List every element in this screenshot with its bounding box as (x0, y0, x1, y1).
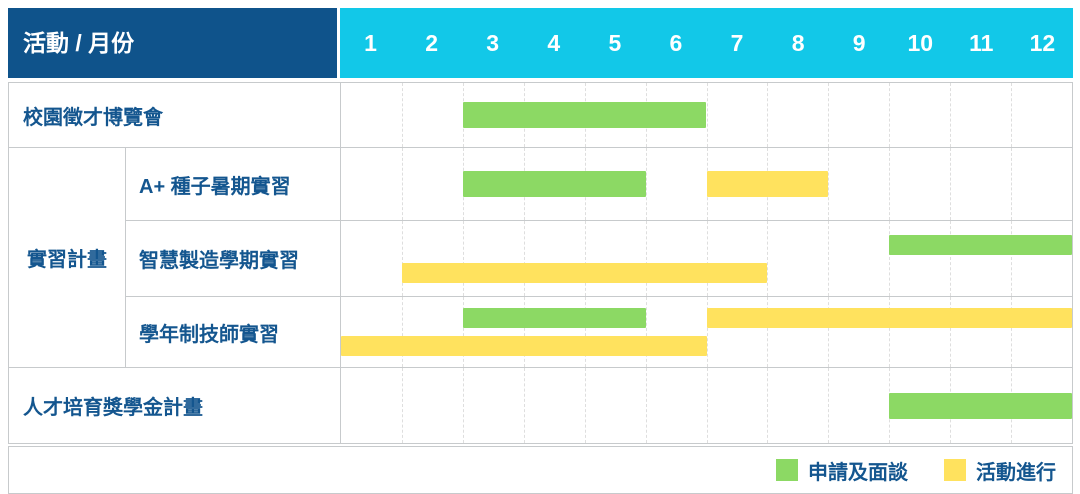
month-gridline (523, 221, 525, 296)
month-gridline (950, 297, 952, 367)
row-label: 智慧製造學期實習 (126, 221, 341, 297)
legend-label: 活動進行 (976, 461, 1056, 484)
month-label: 4 (547, 29, 561, 56)
header-row: 活動 / 月份 1 2 3 4 5 6 7 8 9 10 11 12 (8, 8, 1073, 78)
row-label: A+ 種子暑期實習 (126, 148, 341, 221)
month-gridline (462, 221, 464, 296)
chart-row (341, 83, 1072, 148)
month-gridline (584, 221, 586, 296)
month-gridline (767, 221, 769, 296)
month-gridline (462, 368, 464, 443)
month-gridline (1011, 148, 1013, 220)
gantt-bar-activity (401, 262, 768, 283)
month-gridline (1011, 83, 1013, 147)
row-label: 校園徵才博覽會 (9, 83, 341, 148)
month-gridline (706, 297, 708, 367)
month-gridline (828, 83, 830, 147)
month-gridline (706, 221, 708, 296)
month-gridline (706, 368, 708, 443)
month-label: 7 (730, 29, 744, 56)
month-label: 3 (486, 29, 500, 56)
month-label: 5 (608, 29, 622, 56)
month-gridline (767, 368, 769, 443)
month-label: 1 (364, 29, 377, 56)
month-gridline (645, 368, 647, 443)
month-label: 9 (852, 29, 866, 56)
legend-label: 申請及面談 (808, 461, 908, 484)
month-label: 2 (425, 29, 439, 56)
gantt-bar-apply (889, 392, 1072, 419)
month-gridline (401, 83, 403, 147)
gantt-body: 實習計畫 校園徵才博覽會 A+ 種子暑期實習 智慧製造學期實習 學年制技師實習 人才培育獎… (8, 82, 1073, 444)
gantt-bar-activity (341, 336, 707, 356)
month-gridline (645, 148, 647, 220)
month-gridline (889, 83, 891, 147)
month-label: 11 (969, 29, 994, 56)
month-gridline (401, 221, 403, 296)
row-label: 人才培育獎學金計畫 (9, 368, 341, 443)
legend-row: 申請及面談 活動進行 (8, 446, 1073, 494)
chart-row (341, 148, 1072, 221)
month-gridline (645, 221, 647, 296)
month-gridline (828, 148, 830, 220)
month-gridline (1011, 221, 1013, 296)
month-gridline (767, 83, 769, 147)
month-gridline (889, 221, 891, 296)
month-gridline (828, 221, 830, 296)
month-gridline (523, 297, 525, 367)
gantt-bar-apply (462, 308, 646, 328)
month-gridline (889, 148, 891, 220)
month-gridline (401, 368, 403, 443)
month-gridline (401, 148, 403, 220)
chart-row (341, 368, 1072, 443)
legend-swatch-apply (776, 459, 798, 481)
month-gridline (889, 297, 891, 367)
gantt-bar-activity (706, 308, 1072, 328)
table-header-activities-months: 活動 / 月份 (8, 8, 337, 78)
gantt-bar-apply (462, 171, 646, 197)
month-gridline (706, 83, 708, 147)
month-gridline (462, 297, 464, 367)
month-gridline (1011, 297, 1013, 367)
legend-item-apply: 申請及面談 (776, 456, 908, 485)
month-gridline (523, 368, 525, 443)
month-label: 12 (1029, 29, 1056, 56)
month-gridline (584, 297, 586, 367)
legend-swatch-activity (944, 459, 966, 481)
gantt-bar-activity (706, 171, 829, 197)
month-gridline (584, 368, 586, 443)
chart-row (341, 221, 1072, 297)
month-gridline (950, 221, 952, 296)
month-label: 6 (669, 29, 683, 56)
row-label: 學年制技師實習 (126, 297, 341, 368)
month-gridline (828, 297, 830, 367)
month-gridline (767, 297, 769, 367)
gantt-bar-apply (889, 234, 1072, 255)
month-gridline (950, 148, 952, 220)
month-gridline (950, 83, 952, 147)
group-label-internship-program: 實習計畫 (9, 148, 126, 368)
month-header-row: 1 2 3 4 5 6 7 8 9 10 11 12 (340, 8, 1073, 78)
month-label: 8 (791, 29, 805, 56)
month-gridline (828, 368, 830, 443)
legend-item-activity: 活動進行 (944, 456, 1056, 485)
month-gridline (401, 297, 403, 367)
gantt-bar-apply (462, 102, 707, 128)
chart-row (341, 297, 1072, 368)
month-label: 10 (907, 29, 934, 56)
month-gridline (645, 297, 647, 367)
